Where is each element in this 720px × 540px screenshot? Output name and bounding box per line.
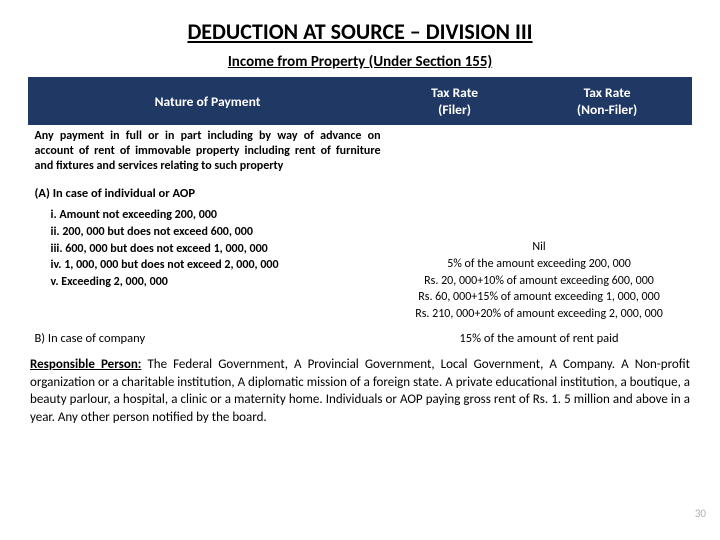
header-nonfiler: Tax Rate (Non-Filer) [523,78,692,125]
slab-2: ii. 200, 000 but does not exceed 600, 00… [51,224,381,241]
responsible-label: Responsible Person: [30,357,141,372]
header-filer: Tax Rate (Filer) [387,78,523,125]
company-rate: 15% of the amount of rent paid [387,327,692,350]
slab-3: iii. 600, 000 but does not exceed 1, 000… [51,241,381,258]
payment-description: Any payment in full or in part including… [35,129,381,174]
page-subtitle: Income from Property (Under Section 155) [28,53,692,71]
case-b-heading: B) In case of company [29,327,387,350]
tax-table: Nature of Payment Tax Rate (Filer) Tax R… [28,77,692,350]
case-a-heading: (A) In case of individual or AOP [35,182,381,201]
rate-5: Rs. 210, 000+20% of amount exceeding 2, … [393,306,686,323]
rate-1: Nil [393,239,686,256]
page-title: DEDUCTION AT SOURCE – DIVISION III [28,18,692,45]
rate-3: Rs. 20, 000+10% of amount exceeding 600,… [393,273,686,290]
rate-list: Nil 5% of the amount exceeding 200, 000 … [393,239,686,323]
slab-list: i. Amount not exceeding 200, 000 ii. 200… [35,207,381,291]
page-number: 30 [695,507,706,520]
rate-2: 5% of the amount exceeding 200, 000 [393,256,686,273]
responsible-person-note: Responsible Person: The Federal Governme… [28,356,692,426]
header-nature: Nature of Payment [29,78,387,125]
slab-1: i. Amount not exceeding 200, 000 [51,207,381,224]
slab-4: iv. 1, 000, 000 but does not exceed 2, 0… [51,257,381,274]
slab-5: v. Exceeding 2, 000, 000 [51,274,381,291]
rate-4: Rs. 60, 000+15% of amount exceeding 1, 0… [393,289,686,306]
